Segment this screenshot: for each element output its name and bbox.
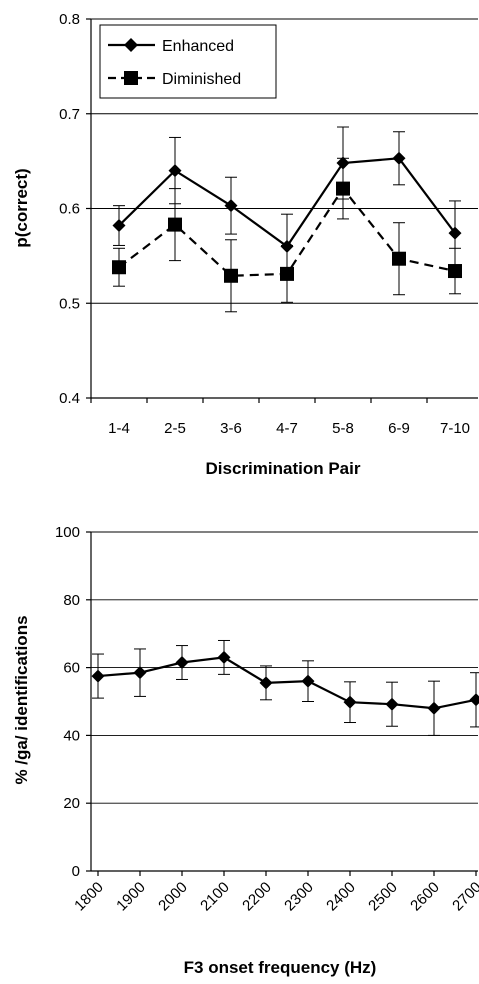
diminished-point (168, 217, 182, 232)
bottom-chart-x-axis-title: F3 onset frequency (Hz) (184, 958, 377, 977)
top-chart-x-axis-title: Discrimination Pair (206, 459, 361, 478)
bottom-point (427, 701, 441, 715)
top-x-tick-label: 5-8 (332, 420, 354, 437)
legend-diminished-label: Diminished (162, 71, 241, 88)
top-x-tick-label: 3-6 (220, 420, 242, 437)
legend-enhanced-marker (124, 38, 138, 52)
bottom-y-tick-label: 0 (72, 863, 80, 880)
bottom-point (91, 669, 105, 683)
diminished-point (448, 264, 462, 279)
bottom-point (259, 676, 273, 690)
bottom-point (175, 656, 189, 670)
top-y-tick-label: 0.5 (59, 295, 80, 312)
bottom-series-line (97, 656, 477, 710)
bottom-x-tick-label: 1800 (71, 879, 107, 915)
bottom-x-tick-label: 2500 (365, 879, 401, 915)
top-x-tick-label: 7-10 (440, 420, 470, 437)
diminished-point (336, 181, 350, 196)
legend-entry-enhanced: Enhanced (108, 38, 234, 55)
top-y-tick-label: 0.4 (59, 390, 80, 407)
bottom-x-tick-label: 2600 (407, 879, 443, 915)
bottom-x-tick-label: 2400 (323, 879, 359, 915)
bottom-point (343, 695, 357, 709)
top-x-tick-label: 1-4 (108, 420, 130, 437)
bottom-y-tick-label: 20 (63, 795, 80, 812)
diminished-point (280, 266, 294, 281)
legend-enhanced-label: Enhanced (162, 38, 234, 55)
bottom-x-tick-label: 1900 (113, 879, 149, 915)
bottom-point (133, 666, 147, 680)
bottom-x-tick-label: 2200 (239, 879, 275, 915)
enhanced-point (448, 226, 462, 240)
top-chart-y-axis-title: p(correct) (12, 168, 31, 247)
bottom-y-tick-label: 80 (63, 592, 80, 609)
bottom-chart: 0 20 40 60 80 100 1800 1900 2000 2100 2200 2300 2400… (12, 524, 479, 977)
bottom-x-tick-label: 2300 (281, 879, 317, 915)
top-x-tick-label: 6-9 (388, 420, 410, 437)
diminished-point (112, 260, 126, 275)
top-x-tick-label: 4-7 (276, 420, 298, 437)
enhanced-point (168, 164, 182, 178)
bottom-x-tick-label: 2700 (449, 879, 479, 915)
bottom-point (217, 650, 231, 664)
enhanced-point (224, 199, 238, 213)
bottom-series (91, 639, 479, 736)
legend-diminished-marker (124, 71, 138, 85)
legend: Enhanced Diminished (99, 24, 277, 99)
diminished-point (392, 251, 406, 266)
diminished-point (224, 268, 238, 283)
bottom-y-tick-label: 100 (55, 524, 80, 541)
legend-entry-diminished: Diminished (108, 71, 241, 88)
bottom-chart-y-axis-title: % /ga/ identifications (12, 615, 31, 784)
bottom-point (301, 674, 315, 688)
top-y-tick-label: 0.7 (59, 106, 80, 123)
bottom-x-tick-label: 2100 (197, 879, 233, 915)
top-chart: 0.4 0.5 0.6 0.7 0.8 1-4 2-5 3-6 4-7 5-8 6-9 7-10 p(… (12, 11, 478, 478)
bottom-y-tick-label: 40 (63, 727, 80, 744)
bottom-x-tick-label: 2000 (155, 879, 191, 915)
top-y-tick-label: 0.6 (59, 201, 80, 218)
bottom-point (385, 697, 399, 711)
bottom-y-tick-label: 60 (63, 660, 80, 677)
top-y-tick-label: 0.8 (59, 11, 80, 28)
legend-box (99, 24, 277, 99)
enhanced-point (112, 219, 126, 233)
enhanced-point (392, 151, 406, 165)
bottom-point (469, 693, 479, 707)
top-x-tick-label: 2-5 (164, 420, 186, 437)
top-series-diminished (112, 157, 462, 313)
